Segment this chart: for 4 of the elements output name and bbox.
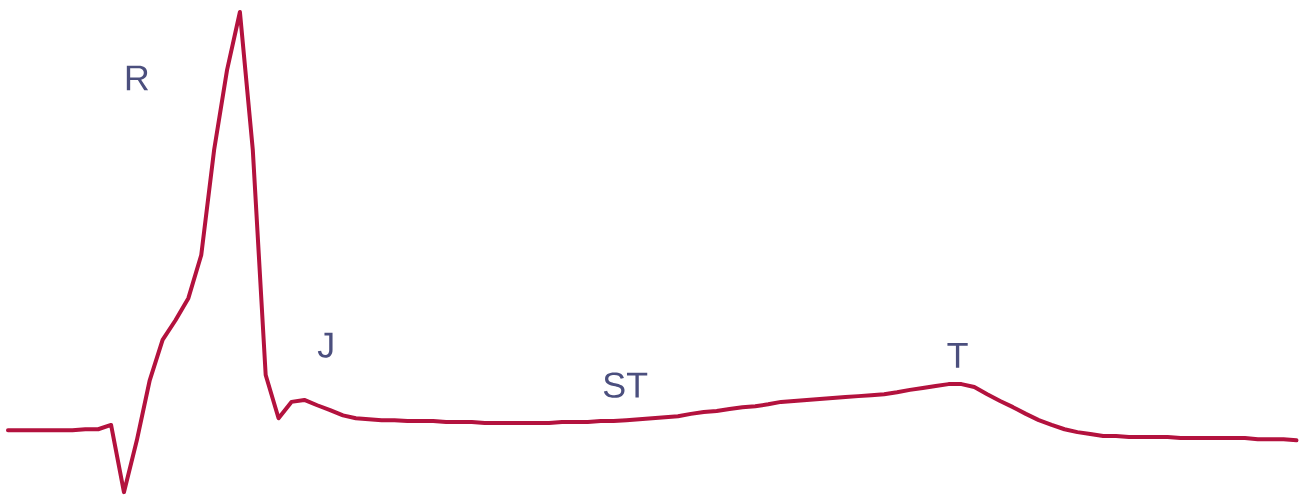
annotation: T (947, 342, 968, 368)
annotation: R (126, 65, 149, 91)
annotation: J (317, 332, 333, 358)
annotation: ST (603, 372, 648, 398)
